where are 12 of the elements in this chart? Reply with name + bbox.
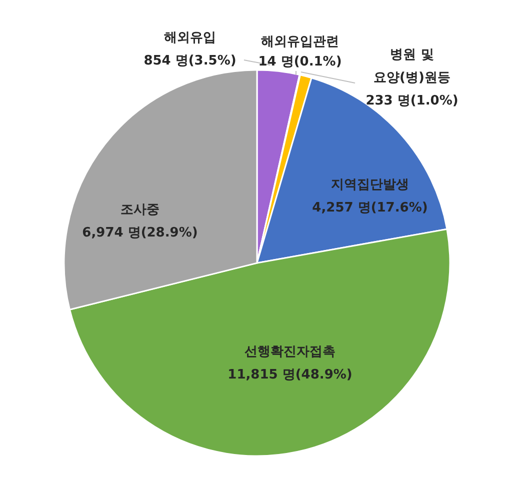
slice-label: 선행확진자접촉 <box>244 344 336 360</box>
slice-label: 해외유입 <box>164 30 216 46</box>
slice-label: 조사중 <box>120 202 160 218</box>
data-label: 4,257 명(17.6%) <box>312 200 428 216</box>
data-label: 854 명(3.5%) <box>144 54 236 69</box>
data-label: 11,815 명(48.9%) <box>228 368 352 383</box>
slice-label: 병원 및 요양(병)원등 <box>374 48 450 86</box>
data-label: 14 명(0.1%) <box>258 54 342 70</box>
slice-label: 지역집단발생 <box>331 178 409 193</box>
slice-label: 해외유입관련 <box>261 34 339 50</box>
data-label: 6,974 명(28.9%) <box>82 226 198 241</box>
data-label: 233 명(1.0%) <box>366 94 458 109</box>
